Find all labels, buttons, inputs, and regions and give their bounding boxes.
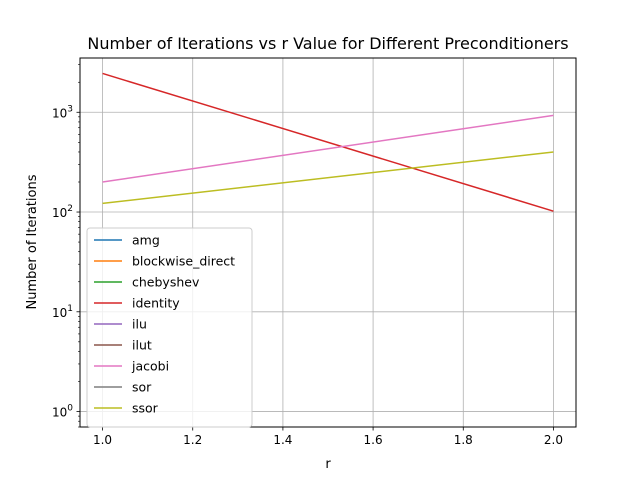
legend-label-sor: sor [132, 380, 152, 395]
y-tick-label-exponent: 0 [67, 404, 73, 414]
series-line-jacobi [102, 114, 554, 183]
y-tick-label-base: 10 [52, 306, 67, 320]
legend-label-identity: identity [132, 296, 180, 311]
chart-title: Number of Iterations vs r Value for Diff… [87, 34, 568, 53]
x-tick-label: 2.0 [544, 433, 563, 447]
y-axis-label: Number of Iterations [25, 174, 40, 309]
legend-label-ilu: ilu [132, 317, 147, 332]
x-tick-label: 1.0 [93, 433, 112, 447]
y-tick-label: 100 [52, 404, 73, 420]
x-tick-label: 1.4 [273, 433, 292, 447]
legend-label-jacobi: jacobi [131, 359, 169, 374]
legend-label-blockwise-direct: blockwise_direct [132, 254, 235, 269]
y-tick-label: 102 [52, 204, 73, 220]
y-tick-label: 101 [52, 304, 73, 320]
series-layer [102, 72, 554, 212]
y-tick-label-base: 10 [52, 106, 67, 120]
y-tick-label-exponent: 2 [67, 204, 73, 214]
legend-label-ilut: ilut [132, 338, 152, 353]
legend-label-ssor: ssor [132, 401, 159, 416]
legend-box [86, 227, 253, 428]
x-axis-label: r [325, 457, 331, 472]
x-tick-label: 1.8 [454, 433, 473, 447]
y-tick-label: 103 [52, 104, 73, 120]
x-tick-label: 1.6 [364, 433, 383, 447]
series-line-ssor [102, 151, 554, 205]
legend-label-amg: amg [132, 233, 160, 248]
legend: amg blockwise_direct chebyshev identity ilu i… [86, 227, 253, 428]
plot-frame [79, 57, 577, 428]
legend-label-chebyshev: chebyshev [132, 275, 200, 290]
x-tick-label: 1.2 [183, 433, 202, 447]
series-line-identity [102, 72, 554, 212]
y-tick-label-exponent: 1 [67, 304, 73, 314]
y-tick-label-base: 10 [52, 406, 67, 420]
y-tick-label-exponent: 3 [67, 104, 73, 114]
y-tick-label-base: 10 [52, 206, 67, 220]
